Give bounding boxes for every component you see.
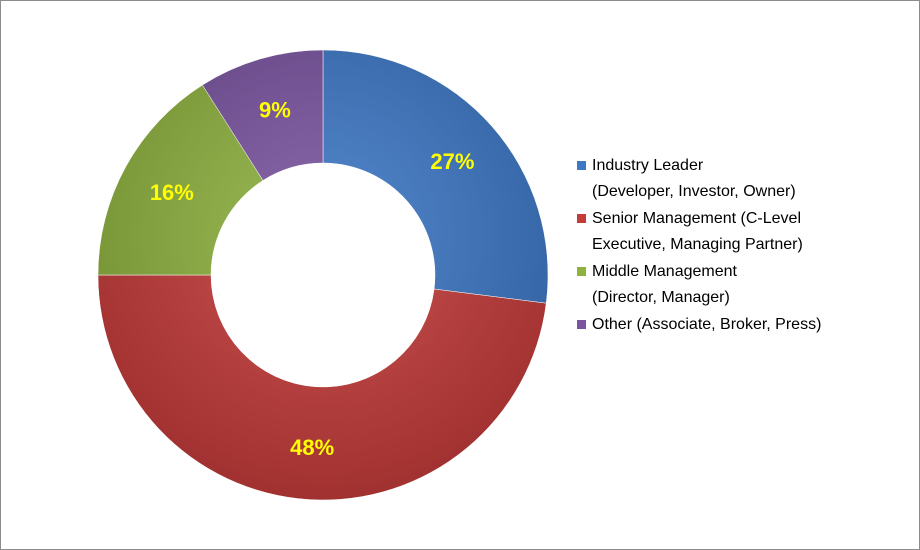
legend: Industry Leader (Developer, Investor, Ow…	[573, 153, 903, 339]
data-label-senior-management: 48%	[290, 435, 334, 460]
slice-other	[202, 49, 324, 181]
data-labels: 27% 48% 16% 9%	[150, 97, 475, 460]
legend-item-senior-management: Senior Management (C-Level Executive, Ma…	[573, 206, 903, 258]
legend-item-middle-management: Middle Management (Director, Manager)	[573, 259, 903, 311]
doughnut-chart: 27% 48% 16% 9%	[97, 49, 549, 501]
legend-item-other: Other (Associate, Broker, Press)	[573, 312, 903, 338]
data-label-other: 9%	[259, 97, 291, 122]
legend-swatch-industry-leader	[577, 161, 586, 170]
legend-swatch-middle-management	[577, 267, 586, 276]
slice-industry-leader	[322, 49, 549, 304]
legend-label-other: Other (Associate, Broker, Press)	[592, 316, 822, 333]
slice-senior-management	[97, 274, 547, 501]
slice-middle-management	[97, 84, 264, 276]
legend-item-industry-leader: Industry Leader (Developer, Investor, Ow…	[573, 153, 903, 205]
legend-swatch-senior-management	[577, 214, 586, 223]
legend-label-industry-leader: Industry Leader (Developer, Investor, Ow…	[592, 157, 796, 200]
slices	[97, 49, 549, 501]
legend-swatch-other	[577, 320, 586, 329]
legend-label-senior-management: Senior Management (C-Level Executive, Ma…	[592, 210, 803, 253]
data-label-industry-leader: 27%	[430, 149, 474, 174]
legend-label-middle-management: Middle Management (Director, Manager)	[592, 263, 737, 306]
data-label-middle-management: 16%	[150, 180, 194, 205]
